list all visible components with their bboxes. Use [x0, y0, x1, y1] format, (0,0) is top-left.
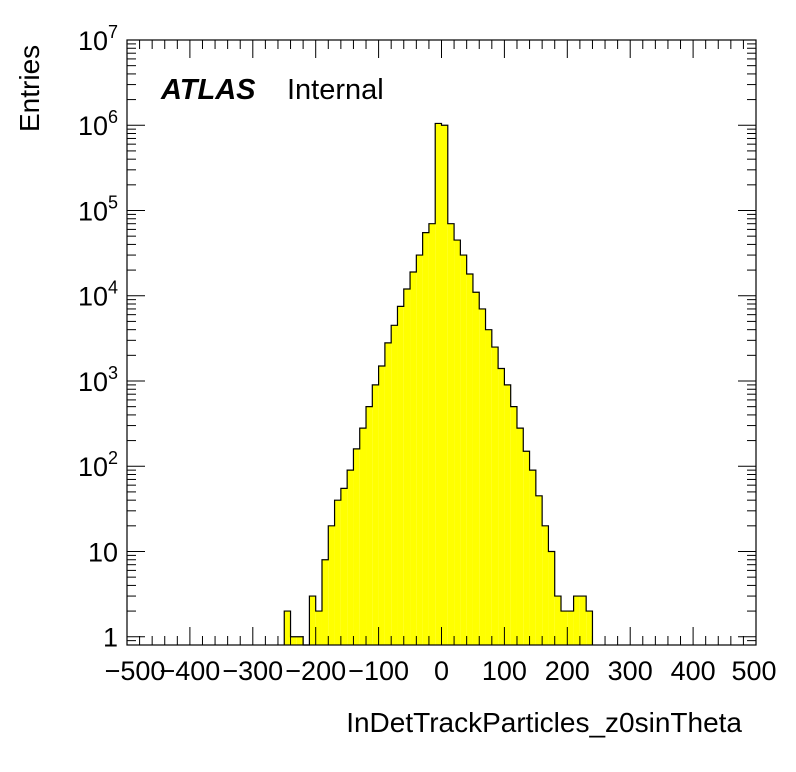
- histogram-bar: [498, 368, 505, 645]
- histogram-bar: [529, 470, 536, 645]
- y-tick-label: 107: [78, 22, 118, 56]
- histogram-bar: [510, 406, 517, 645]
- x-tick-label: 300: [608, 656, 653, 686]
- y-tick-labels: 1 10 102 103 104 105 106 107: [78, 22, 118, 653]
- histogram-bar: [334, 500, 341, 645]
- atlas-label: ATLAS: [160, 74, 256, 106]
- histogram-bar: [516, 428, 524, 645]
- histogram-bar: [554, 596, 562, 645]
- axes: [126, 39, 757, 646]
- histogram-bar: [535, 495, 543, 645]
- histogram-bar: [466, 273, 473, 645]
- histogram-bar: [548, 551, 555, 645]
- y-tick-label: 1: [103, 623, 118, 653]
- histogram-bar: [321, 559, 329, 645]
- histogram-bar: [491, 347, 499, 645]
- y-tick-label: 106: [78, 107, 118, 141]
- histogram-bar: [296, 636, 304, 645]
- histogram-bar: [472, 292, 480, 645]
- histogram-bar: [359, 428, 367, 645]
- x-tick-label: −500: [105, 656, 166, 686]
- histogram-bar: [309, 596, 316, 645]
- histogram-bar: [416, 255, 423, 646]
- histogram-bar: [353, 448, 360, 645]
- y-tick-label: 105: [78, 192, 118, 226]
- x-tick-label: −100: [348, 656, 409, 686]
- histogram-bar: [542, 525, 549, 645]
- y-tick-label: 104: [78, 278, 118, 312]
- histogram-bar: [422, 232, 429, 645]
- histogram-bar: [561, 611, 568, 645]
- histogram-bar: [441, 125, 448, 646]
- histogram-bar: [328, 525, 335, 645]
- histogram-bar: [428, 223, 436, 645]
- x-tick-label: −300: [222, 656, 283, 686]
- histogram-bar: [397, 306, 404, 645]
- x-tick-label: 400: [671, 656, 716, 686]
- histogram-bar: [447, 223, 455, 645]
- y-tick-label: 10: [88, 537, 118, 567]
- x-tick-label: −200: [285, 656, 346, 686]
- histogram-bar: [579, 596, 587, 645]
- y-axis-title: Entries: [14, 45, 45, 132]
- x-tick-label: 0: [434, 656, 449, 686]
- histogram-bar: [403, 288, 411, 645]
- x-tick-label: 500: [731, 656, 776, 686]
- histogram-bar: [485, 329, 492, 645]
- histogram-bar: [410, 271, 417, 645]
- histogram-bar: [366, 406, 373, 645]
- x-tick-label: 200: [545, 656, 590, 686]
- internal-label: Internal: [287, 74, 384, 106]
- histogram-bar: [391, 325, 398, 645]
- histogram-bar: [340, 488, 348, 645]
- histogram-bar: [460, 255, 467, 646]
- histogram-bar: [567, 611, 574, 645]
- histogram-bar: [523, 451, 530, 645]
- histogram-bar: [586, 611, 593, 645]
- y-tick-label: 103: [78, 363, 118, 397]
- x-tick-labels: −500−400 −300 −200 −100 0 100 200 300 400 500: [105, 656, 777, 686]
- histogram-bar: [315, 611, 322, 645]
- x-axis-title: InDetTrackParticles_z0sinTheta: [346, 707, 742, 738]
- histogram-bar: [573, 596, 580, 645]
- histogram-bar: [479, 308, 486, 645]
- histogram-bars: [283, 122, 594, 646]
- x-tick-label: −400: [159, 656, 220, 686]
- histogram-outline: [283, 122, 594, 646]
- histogram-bar: [435, 123, 442, 645]
- histogram-bar: [504, 384, 511, 645]
- histogram-bar: [384, 342, 392, 645]
- x-tick-label: 100: [482, 656, 527, 686]
- histogram-bar: [372, 384, 379, 645]
- histogram-bar: [347, 470, 354, 645]
- y-tick-label: 102: [78, 448, 118, 482]
- histogram-bar: [284, 611, 291, 645]
- histogram-bar: [378, 365, 385, 645]
- histogram-bar: [454, 240, 461, 645]
- histogram-bar: [290, 636, 297, 645]
